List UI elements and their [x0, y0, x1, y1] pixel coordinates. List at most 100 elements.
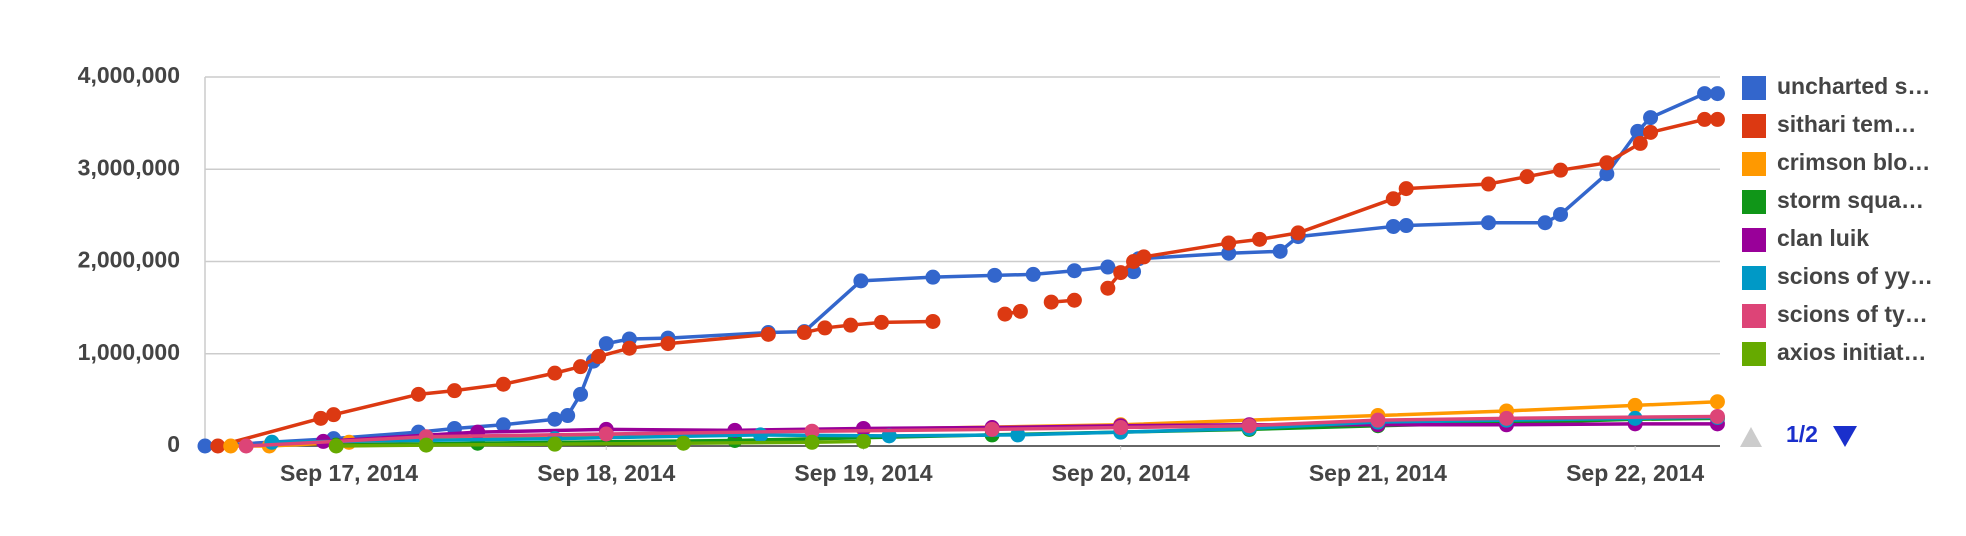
data-point [326, 407, 342, 423]
data-point [817, 320, 833, 336]
data-point [753, 427, 769, 443]
data-point [547, 411, 563, 427]
legend-swatch [1742, 304, 1766, 328]
data-point [1113, 420, 1129, 436]
x-tick-label: Sep 22, 2014 [1566, 460, 1704, 486]
legend-label: storm squa… [1777, 187, 1924, 213]
data-point [598, 336, 614, 352]
series-line [323, 422, 1718, 444]
data-point [621, 340, 637, 356]
legend-swatch [1742, 266, 1766, 290]
data-point [547, 365, 563, 381]
data-point [1627, 397, 1643, 413]
legend-next[interactable] [1833, 426, 1857, 447]
data-point [1630, 123, 1646, 139]
data-point [1012, 303, 1028, 319]
data-point [1481, 215, 1497, 231]
data-point [1100, 280, 1116, 296]
y-tick-label: 4,000,000 [78, 62, 180, 88]
data-point [1398, 181, 1414, 197]
data-point [1398, 218, 1414, 234]
legend-label: sithari tem… [1777, 111, 1916, 137]
data-point [238, 438, 254, 454]
data-point [760, 326, 776, 342]
legend-label: scions of ty… [1777, 301, 1928, 327]
x-tick-label: Sep 19, 2014 [794, 460, 932, 486]
legend-prev[interactable] [1740, 427, 1762, 447]
y-tick-label: 1,000,000 [78, 339, 180, 365]
data-point [855, 433, 871, 449]
data-point [1709, 394, 1725, 410]
data-point [197, 438, 213, 454]
data-point [1370, 412, 1386, 428]
legend-label: axios initiat… [1777, 339, 1927, 365]
data-point [873, 314, 889, 330]
data-point [1643, 110, 1659, 126]
data-point [1709, 86, 1725, 102]
data-point [1066, 263, 1082, 279]
legend-label: clan luik [1777, 225, 1869, 251]
legend-label: uncharted s… [1777, 73, 1930, 99]
data-point [598, 426, 614, 442]
data-point [1632, 135, 1648, 151]
data-point [804, 423, 820, 439]
data-point [264, 434, 280, 450]
data-point [925, 269, 941, 285]
legend-swatch [1742, 76, 1766, 100]
data-point [410, 386, 426, 402]
data-point [1643, 124, 1659, 140]
x-tick-label: Sep 21, 2014 [1309, 460, 1447, 486]
data-point [446, 383, 462, 399]
data-point [210, 438, 226, 454]
data-point [1499, 410, 1515, 426]
data-point [223, 438, 239, 454]
data-point [1697, 111, 1713, 127]
y-tick-label: 3,000,000 [78, 154, 180, 180]
data-point [495, 417, 511, 433]
legend-swatch [1742, 342, 1766, 366]
data-point [1025, 266, 1041, 282]
data-point [1252, 231, 1268, 247]
data-point [925, 313, 941, 329]
data-point [313, 410, 329, 426]
legend-label: scions of yy… [1777, 263, 1933, 289]
legend-swatch [1742, 228, 1766, 252]
data-point [418, 437, 434, 453]
data-point [804, 434, 820, 450]
data-point [328, 438, 344, 454]
legend-swatch [1742, 114, 1766, 138]
data-point [1043, 294, 1059, 310]
legend-swatch [1742, 152, 1766, 176]
data-point [1010, 427, 1026, 443]
x-tick-label: Sep 20, 2014 [1052, 460, 1190, 486]
data-point [1241, 418, 1257, 434]
series-line [336, 439, 864, 448]
data-point [1290, 225, 1306, 241]
data-point [1553, 162, 1569, 178]
data-point [495, 376, 511, 392]
data-point [560, 408, 576, 424]
data-point [1385, 191, 1401, 207]
data-point [1481, 176, 1497, 192]
data-point [1599, 166, 1615, 182]
data-point [1272, 243, 1288, 259]
data-point [547, 436, 563, 452]
legend-swatch [1742, 190, 1766, 214]
series-line [246, 414, 1718, 448]
data-point [1709, 111, 1725, 127]
y-tick-label: 0 [167, 431, 180, 457]
data-point [843, 317, 859, 333]
data-point [1113, 265, 1129, 281]
data-point [1136, 249, 1152, 265]
data-point [1221, 235, 1237, 251]
legend-page: 1/2 [1786, 421, 1818, 447]
x-tick-label: Sep 17, 2014 [280, 460, 418, 486]
data-point [796, 325, 812, 341]
data-point [987, 267, 1003, 283]
data-point [1537, 215, 1553, 231]
data-point [853, 273, 869, 289]
data-point [573, 386, 589, 402]
data-point [1599, 155, 1615, 171]
legend-label: crimson blo… [1777, 149, 1930, 175]
